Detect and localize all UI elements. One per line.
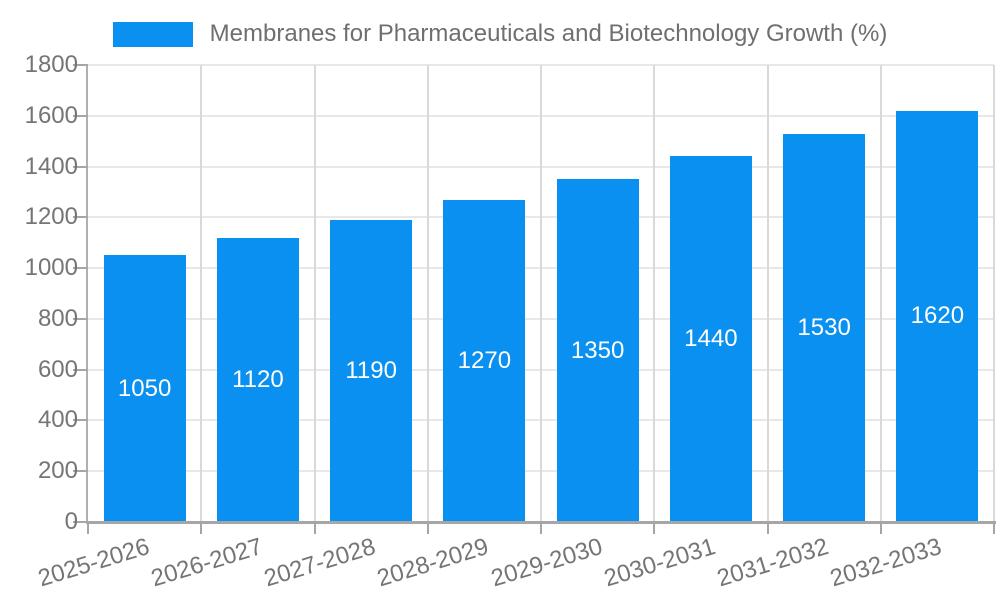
x-axis-tick	[313, 524, 316, 534]
y-axis-line	[86, 65, 88, 524]
bar-value-label: 1190	[345, 356, 397, 384]
y-axis-tick	[73, 368, 88, 371]
y-axis-tick-label: 400	[37, 406, 78, 434]
x-axis-tick	[87, 524, 89, 534]
gridline-vertical	[766, 65, 769, 522]
plot-area: 1050 1120 1190 1270 1350 1440 1530 1620	[88, 64, 995, 522]
y-axis-tick	[73, 470, 88, 473]
bar[interactable]: 1270	[443, 199, 526, 522]
bar[interactable]: 1530	[783, 133, 866, 522]
bar-value-label: 1050	[117, 374, 172, 402]
y-axis-tick	[73, 267, 88, 270]
y-axis-tick	[73, 64, 88, 66]
gridline-vertical	[993, 65, 995, 522]
x-axis-line	[86, 521, 996, 524]
bar[interactable]: 1620	[896, 110, 979, 522]
gridline-vertical	[653, 65, 656, 522]
y-axis-tick	[73, 114, 88, 117]
bar[interactable]: 1190	[330, 219, 413, 522]
bar[interactable]: 1350	[556, 179, 639, 522]
legend-title: Membranes for Pharmaceuticals and Biotec…	[209, 20, 888, 47]
gridline-vertical	[426, 65, 429, 522]
bar[interactable]: 1440	[669, 156, 752, 522]
x-axis-tick	[426, 524, 429, 534]
bar[interactable]: 1050	[103, 255, 186, 522]
y-axis-tick-label: 800	[37, 304, 78, 332]
gridline-vertical	[313, 65, 316, 522]
x-axis-tick	[766, 524, 769, 534]
y-axis-tick	[73, 521, 88, 523]
y-axis-tick-label: 1200	[24, 203, 78, 231]
x-axis-tick	[540, 524, 542, 534]
bar-value-label: 1120	[232, 365, 284, 393]
y-axis-tick	[73, 419, 88, 422]
y-axis-tick-label: 600	[37, 355, 78, 383]
bar-value-label: 1350	[570, 336, 625, 364]
bar-value-label: 1270	[457, 346, 512, 374]
y-axis-tick-label: 1600	[24, 101, 78, 129]
bar-value-label: 1620	[910, 302, 965, 330]
bar-value-label: 1440	[684, 325, 738, 353]
y-axis-tick-label: 1000	[24, 254, 78, 282]
y-axis-tick-label: 1800	[24, 51, 78, 78]
y-axis-tick	[73, 165, 88, 168]
y-axis-tick	[73, 317, 88, 320]
gridline-vertical	[540, 65, 542, 522]
x-axis-tick	[993, 524, 995, 534]
chart-legend[interactable]: Membranes for Pharmaceuticals and Biotec…	[0, 20, 1000, 48]
gridline-vertical	[879, 65, 882, 522]
bar[interactable]: 1120	[216, 237, 299, 522]
gridline-vertical	[200, 65, 203, 522]
y-axis-tick-label: 1400	[24, 152, 78, 180]
y-axis-tick-label: 0	[64, 508, 78, 535]
y-axis-tick-label: 200	[37, 457, 78, 485]
bar-value-label: 1530	[797, 313, 851, 341]
x-axis-tick	[653, 524, 656, 534]
legend-swatch	[112, 21, 193, 47]
x-axis-tick	[879, 524, 882, 534]
x-axis-tick	[200, 524, 203, 534]
y-axis-tick	[73, 216, 88, 219]
